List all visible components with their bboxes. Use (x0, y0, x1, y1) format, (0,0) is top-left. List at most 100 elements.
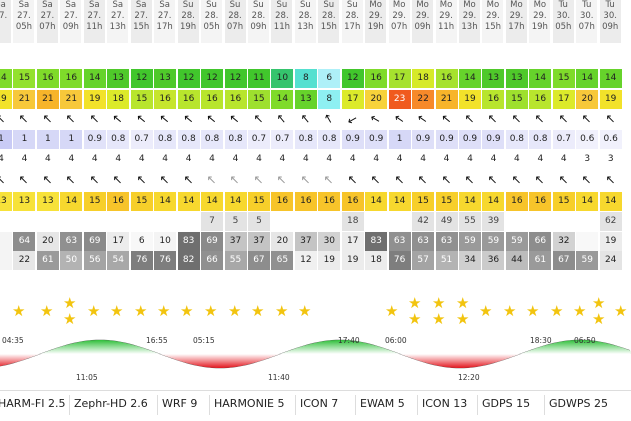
model-tab[interactable]: HARM-FI 2.5 (0, 397, 66, 410)
wave-direction-cell: ↑ (365, 171, 387, 190)
wind-direction-cell: ↑ (225, 110, 247, 129)
header-hour: 05h (15, 22, 33, 32)
wind-direction-cell: ↑ (436, 110, 458, 129)
cloud-low-cell: 44 (505, 251, 528, 270)
column-header: Mo 29. 15h (482, 0, 505, 43)
column-header: Su 28. 11h (271, 0, 294, 43)
wave-direction-cell: ↑ (225, 171, 247, 190)
column-header: Su 28. 13h (294, 0, 317, 43)
direction-arrow-icon: ↑ (367, 111, 385, 128)
direction-arrow-icon: ↑ (578, 171, 596, 189)
header-hour: 17h (508, 22, 525, 32)
header-hour: 09h (62, 22, 79, 32)
header-day: Mo (486, 0, 500, 10)
header-hour: 07h (578, 22, 595, 32)
rain-probability-cell (60, 212, 83, 231)
wave-period-cell: 4 (247, 150, 270, 169)
cloud-high-cell: 64 (13, 232, 36, 251)
model-tab[interactable]: Zephr-HD 2.6 (74, 397, 148, 410)
column-header: Su 28. 17h (341, 0, 364, 43)
header-date: 27. (64, 11, 78, 21)
header-day: Mo (533, 0, 547, 10)
temperature-cell: 16 (107, 192, 130, 211)
direction-arrow-icon: ↑ (343, 171, 361, 189)
header-day: Mo (463, 0, 476, 10)
wind-direction-cell: ↑ (60, 110, 82, 129)
header-date: 30. (556, 11, 571, 21)
model-separator (69, 395, 70, 415)
header-hour: 15h (484, 22, 502, 32)
wave-period-cell: 4 (83, 150, 106, 169)
wave-period-cell: 4 (154, 150, 177, 169)
direction-arrow-icon: ↑ (85, 110, 103, 128)
wave-height-cell: 0.7 (271, 130, 294, 149)
header-day: Mo (510, 0, 523, 10)
rating-star-icon: ★ (298, 302, 312, 320)
wind-direction-cell: ↑ (412, 110, 434, 129)
direction-arrow-icon: ↑ (62, 110, 80, 128)
column-header: Sa 27. 07h (36, 0, 59, 43)
temperature-cell: 14 (576, 192, 599, 211)
direction-arrow-icon: ↑ (203, 110, 221, 128)
wind-direction-cell: ↑ (131, 110, 153, 129)
temperature-cell: 14 (201, 192, 224, 211)
wind-direction-cell: ↑ (389, 110, 411, 129)
header-day: Su (182, 0, 194, 10)
temperature-cell: 15 (552, 192, 575, 211)
wave-height-cell: 0.9 (459, 130, 481, 149)
direction-arrow-icon: ↑ (321, 110, 337, 128)
rain-probability-cell (83, 212, 106, 231)
direction-arrow-icon: ↑ (601, 171, 619, 189)
header-day: Su (346, 0, 358, 10)
column-header: Su 28. 15h (318, 0, 341, 43)
model-tab[interactable]: HARMONIE 5 (214, 397, 285, 410)
model-tab[interactable]: GDPS 15 (482, 397, 531, 410)
wave-height-cell: 0.8 (154, 130, 177, 149)
wave-height-cell: 1 (60, 130, 83, 149)
rain-probability-cell: 39 (482, 212, 505, 231)
model-tab[interactable]: EWAM 5 (360, 397, 405, 410)
header-hour: 09h (250, 22, 267, 32)
column-header: Sa 27. 05h (13, 0, 36, 43)
rain-probability-cell (0, 212, 12, 231)
rain-probability-cell (294, 212, 317, 231)
cloud-low-cell: 34 (459, 251, 481, 270)
model-tab[interactable]: ICON 13 (422, 397, 468, 410)
cloud-low-cell (0, 251, 12, 270)
wind-speed-cell: 17 (388, 69, 411, 88)
wind-gust-cell: 16 (529, 90, 552, 109)
wind-direction-cell: ↑ (482, 110, 504, 129)
header-date: 29. (392, 11, 406, 21)
model-tab[interactable]: GDWPS 25 (549, 397, 608, 410)
wave-direction-cell: ↑ (154, 171, 176, 190)
wave-period-cell: 4 (412, 150, 435, 169)
cloud-high-cell: 59 (505, 232, 528, 251)
wind-direction-cell: ↑ (271, 110, 293, 129)
rain-probability-cell (529, 212, 552, 231)
wave-height-cell: 0.8 (224, 130, 247, 149)
wave-period-cell: 4 (60, 150, 83, 169)
wind-gust-cell: 16 (482, 90, 505, 109)
rain-probability-cell: 49 (435, 212, 458, 231)
wind-direction-cell: ↑ (107, 110, 129, 129)
wind-gust-cell: 13 (294, 90, 317, 109)
wind-speed-cell: 13 (107, 69, 130, 88)
wind-speed-cell: 12 (224, 69, 247, 88)
model-tab[interactable]: ICON 7 (300, 397, 339, 410)
wind-direction-cell: ↑ (459, 110, 481, 129)
direction-arrow-icon: ↑ (297, 110, 314, 128)
cloud-low-cell: 67 (247, 251, 270, 270)
wave-height-cell: 0.8 (201, 130, 224, 149)
direction-arrow-icon: ↑ (508, 110, 526, 128)
column-header: Sa 27. 09h (60, 0, 83, 43)
header-hour: 09h (602, 22, 619, 32)
rating-star-icon: ★ (503, 302, 517, 320)
direction-arrow-icon: ↑ (109, 110, 127, 128)
wave-height-cell: 0.7 (552, 130, 575, 149)
model-tab[interactable]: WRF 9 (162, 397, 198, 410)
wave-height-cell: 0.8 (294, 130, 317, 149)
header-date: 27. (87, 11, 102, 21)
direction-arrow-icon: ↑ (132, 110, 150, 128)
rating-star-icon: ★ (12, 302, 26, 320)
wind-speed-cell: 14 (83, 69, 106, 88)
